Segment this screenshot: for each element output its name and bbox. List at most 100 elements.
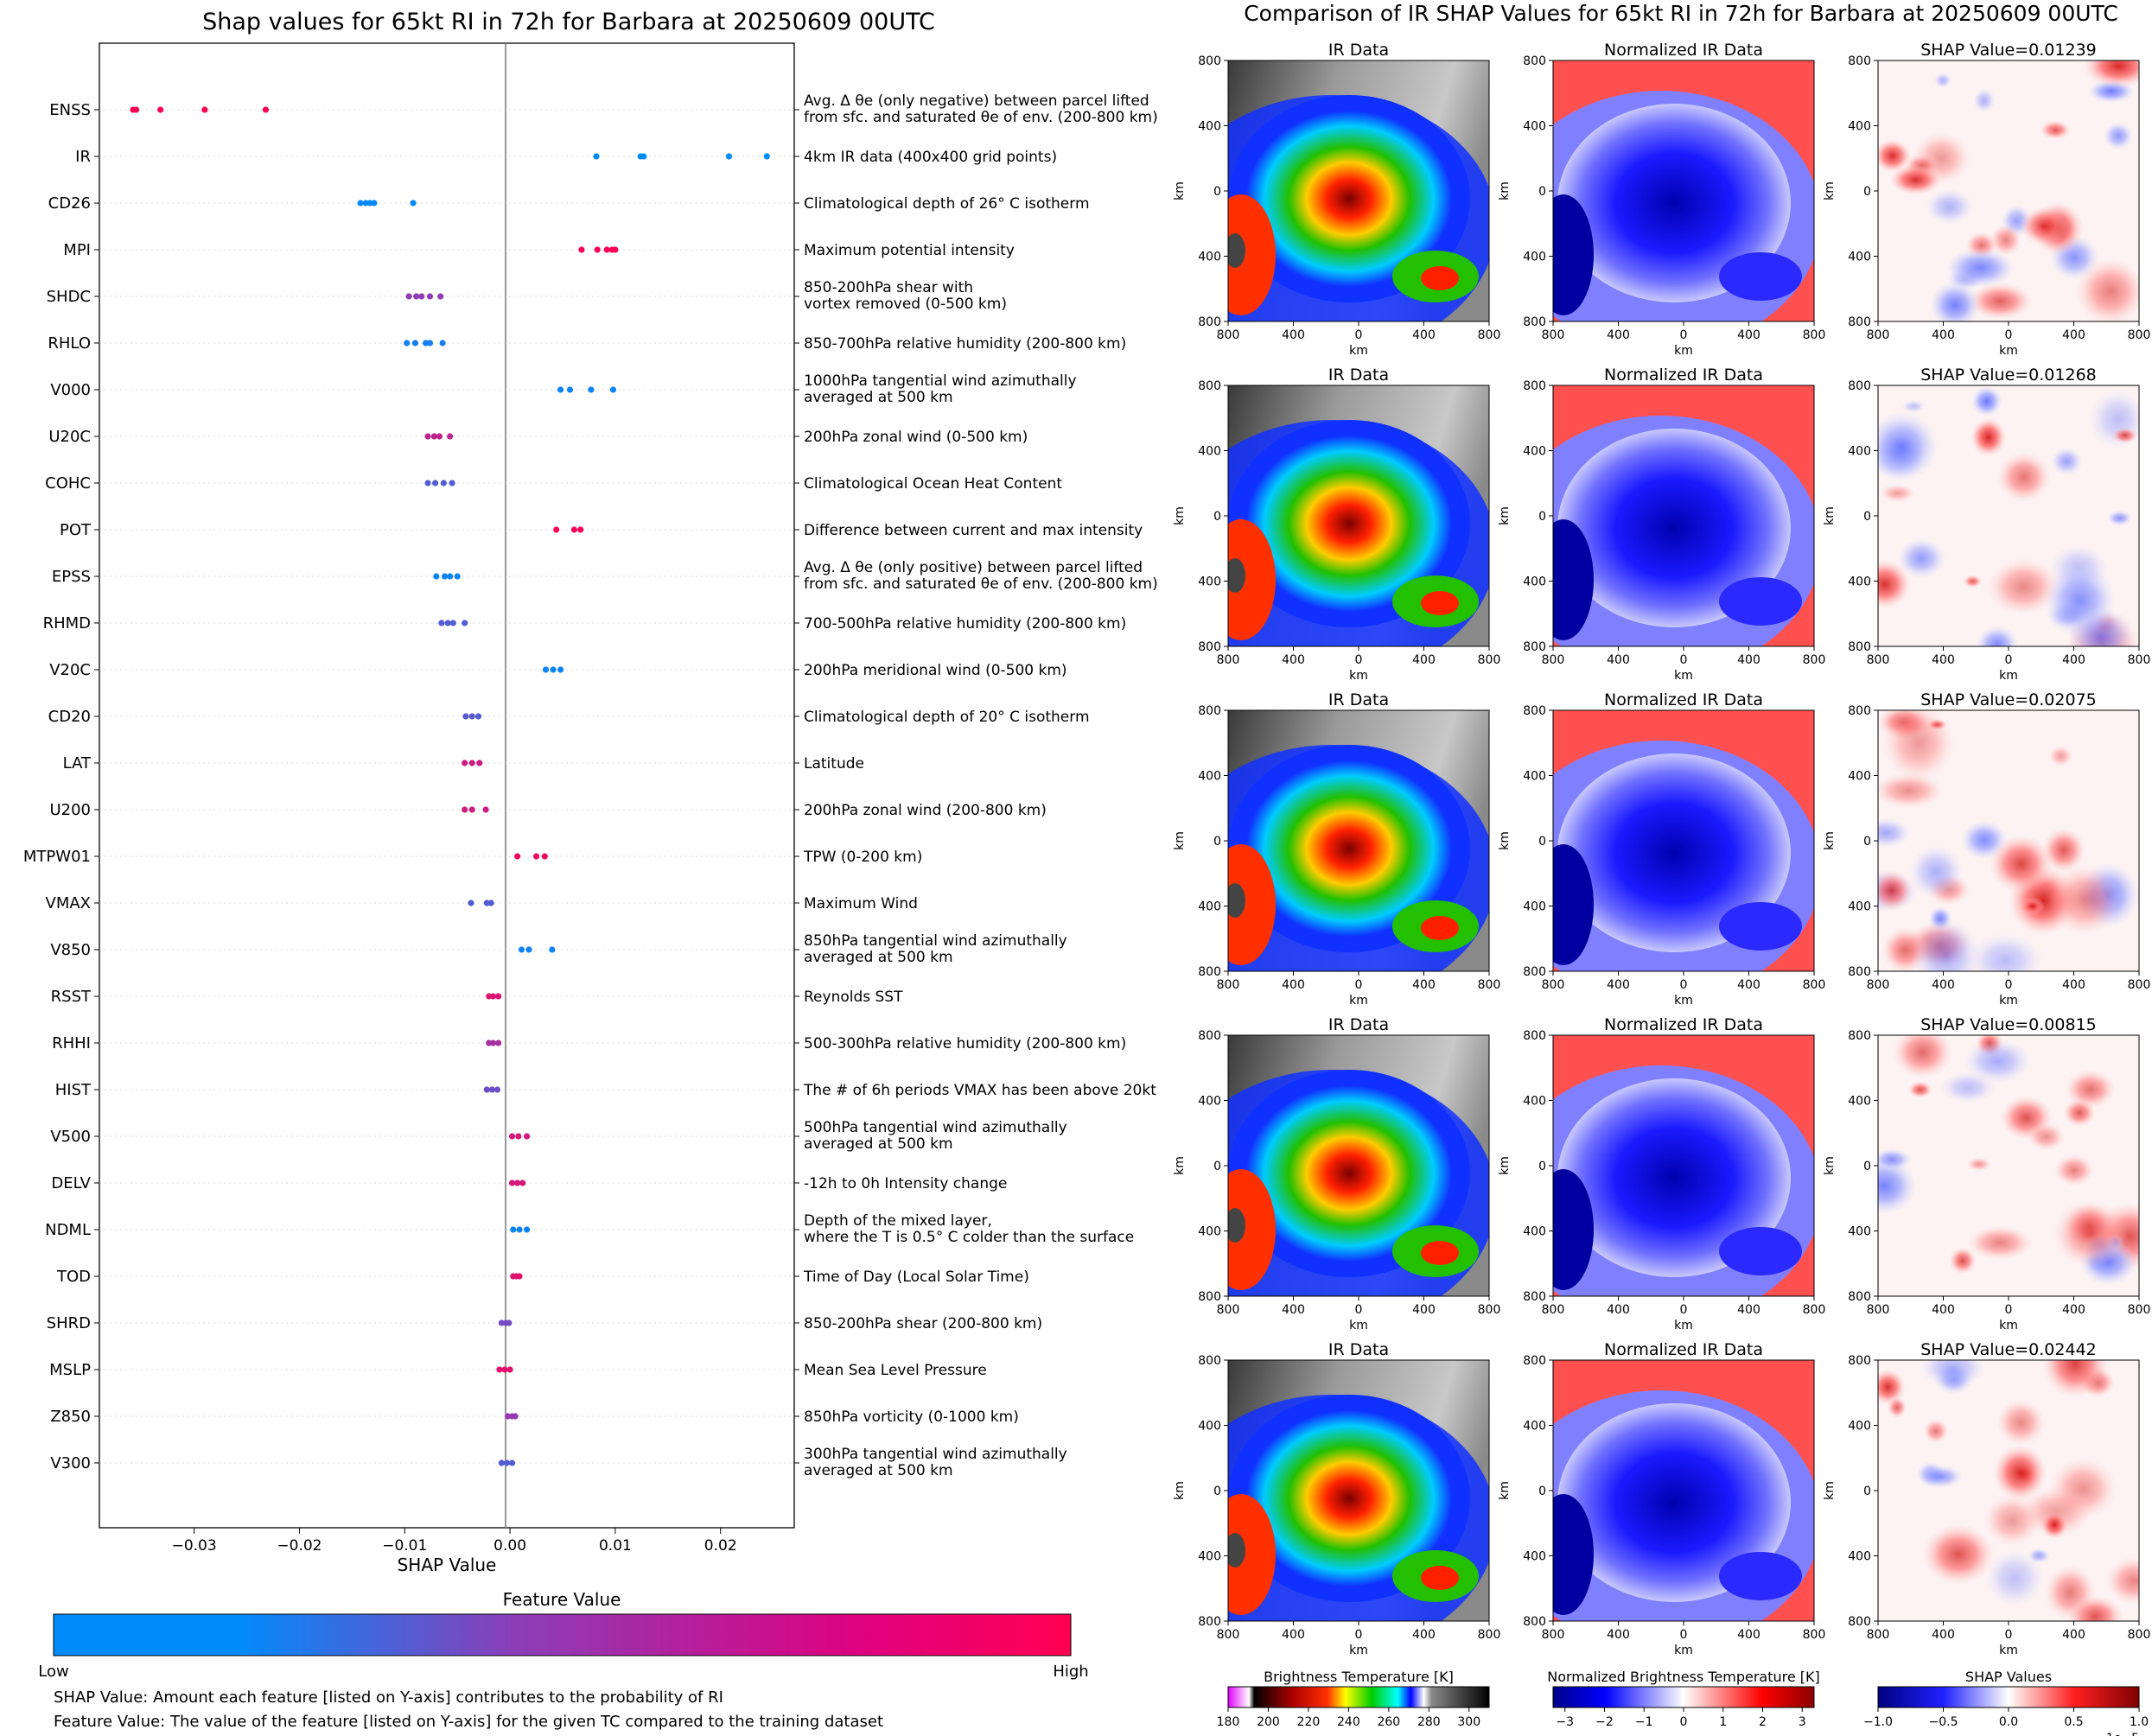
y-tick-label: 0 (1213, 1160, 1221, 1173)
y-tick-label: 800 (1848, 704, 1871, 718)
feature-description: Mean Sea Level Pressure (804, 1362, 987, 1379)
y-tick-label: 800 (1198, 1029, 1221, 1043)
shap-point (410, 200, 417, 207)
ir-image (1228, 710, 1489, 971)
colorbar-label: Brightness Temperature [K] (1264, 1669, 1454, 1685)
y-tick-label: 0 (1213, 1485, 1221, 1498)
y-axis-label: km (1498, 1156, 1512, 1175)
x-tick-label: 400 (1932, 328, 1955, 342)
y-tick-label: 400 (1848, 1550, 1871, 1564)
panel-title: SHAP Value=0.00815 (1920, 1015, 2097, 1034)
y-tick-label: 800 (1198, 965, 1221, 979)
x-tick-label: 800 (1867, 653, 1890, 667)
feature-row-rhmd: RHMD 700-500hPa relative humidity (200-80… (43, 614, 1127, 633)
feature-row-v850: V850 850hPa tangential wind azimuthallyav… (50, 932, 1066, 966)
x-tick-label: 800 (2128, 978, 2151, 992)
feature-row-rhlo: RHLO 850-700hPa relative humidity (200-80… (48, 334, 1126, 353)
panel-title: IR Data (1328, 41, 1389, 60)
shap-point (490, 1040, 497, 1046)
positive-shap-blob (2041, 828, 2085, 873)
negative-shap-blob (1878, 1157, 1917, 1215)
edge-convection-top (1228, 233, 1245, 268)
negative-shap-blob (1967, 933, 2043, 971)
feature-label: NDML (45, 1221, 91, 1239)
edge-convection-top (1228, 883, 1245, 918)
y-tick-label: 400 (1848, 445, 1871, 459)
shap-point (501, 1366, 508, 1373)
rainband (1719, 1552, 1802, 1600)
negative-shap-blob (2051, 447, 2083, 475)
feature-row-mtpw01: MTPW01 TPW (0-200 km) (23, 848, 922, 866)
x-tick-label: 400 (1932, 1303, 1955, 1317)
edge-convection-top (1228, 558, 1245, 593)
feature-label: COHC (45, 474, 91, 493)
colorbar-tick-label: 0 (1680, 1715, 1688, 1729)
shap-point (447, 573, 454, 580)
negative-shap-blob (1878, 817, 1912, 848)
colorbar-label: SHAP Values (1965, 1669, 2052, 1685)
positive-shap-blob (1881, 710, 1955, 783)
x-axis-label: SHAP Value (398, 1555, 497, 1575)
positive-shap-blob (2053, 1199, 2128, 1269)
x-tick-label: 800 (1867, 978, 1890, 992)
y-tick-label: 400 (1848, 770, 1871, 784)
feature-description: Depth of the mixed layer, (804, 1212, 992, 1230)
x-tick-label: 800 (1478, 328, 1501, 342)
x-tick-label: 400 (1607, 328, 1630, 342)
shap-point (495, 1040, 502, 1046)
feature-row-epss: EPSS Avg. Δ θe (only positive) between pa… (52, 559, 1158, 593)
feature-label: ENSS (49, 101, 91, 119)
x-tick-label: 0 (2005, 328, 2013, 342)
colorbar-label: Normalized Brightness Temperature [K] (1547, 1669, 1820, 1685)
shap-image (1878, 60, 2139, 321)
y-tick-label: 800 (1523, 704, 1546, 718)
feature-description: averaged at 500 km (804, 389, 953, 406)
x-tick-label: 0.00 (493, 1537, 526, 1555)
shap-point (436, 433, 443, 440)
colorbar-tick-label: 260 (1377, 1715, 1400, 1729)
x-tick-label: 400 (1932, 653, 1955, 667)
shap-point (515, 1133, 522, 1140)
x-tick-label: 400 (1412, 978, 1436, 992)
feature-description: Latitude (804, 755, 864, 773)
ir-image (1228, 1360, 1489, 1621)
shap-point (404, 340, 411, 347)
x-tick-label: 800 (1542, 1303, 1565, 1317)
feature-row-v20c: V20C 200hPa meridional wind (0-500 km) (49, 661, 1066, 679)
y-axis-label: km (1823, 1481, 1837, 1500)
positive-shap-blob (1907, 1081, 1932, 1098)
x-tick-label: 0 (2005, 653, 2013, 667)
feature-row-mslp: MSLP Mean Sea Level Pressure (49, 1361, 987, 1379)
x-axis-label: km (1999, 669, 2018, 683)
shap-image (1878, 1035, 2139, 1296)
shap-point (566, 386, 574, 393)
x-tick-label: 800 (1478, 978, 1501, 992)
x-tick-label: 400 (1282, 1303, 1305, 1317)
feature-row-shrd: SHRD 850-200hPa shear (200-800 km) (47, 1314, 1042, 1332)
shap-point (516, 1273, 523, 1280)
feature-value-colorbar (53, 1613, 1072, 1657)
shap-point (549, 946, 556, 953)
colorbar-tick-label: 280 (1417, 1715, 1441, 1729)
negative-shap-blob (1973, 88, 1996, 113)
x-tick-label: 400 (1282, 978, 1305, 992)
x-axis-label: km (1349, 669, 1368, 683)
edge-convection (1228, 1169, 1276, 1290)
positive-shap-blob (2063, 1098, 2096, 1128)
feature-row-ir: IR 4km IR data (400x400 grid points) (75, 148, 1057, 166)
positive-shap-blob (1949, 1247, 1977, 1275)
feature-label: U20C (48, 428, 91, 446)
feature-description: -12h to 0h Intensity change (804, 1175, 1007, 1192)
y-tick-label: 400 (1523, 770, 1546, 784)
shap-point (640, 153, 647, 160)
y-tick-label: 800 (1848, 965, 1871, 979)
feature-description: 500-300hPa relative humidity (200-800 km… (804, 1035, 1126, 1052)
shap-point (493, 1086, 501, 1093)
colorbar-tick-label: 300 (1457, 1715, 1480, 1729)
feature-description: 850-200hPa shear with (804, 279, 973, 296)
